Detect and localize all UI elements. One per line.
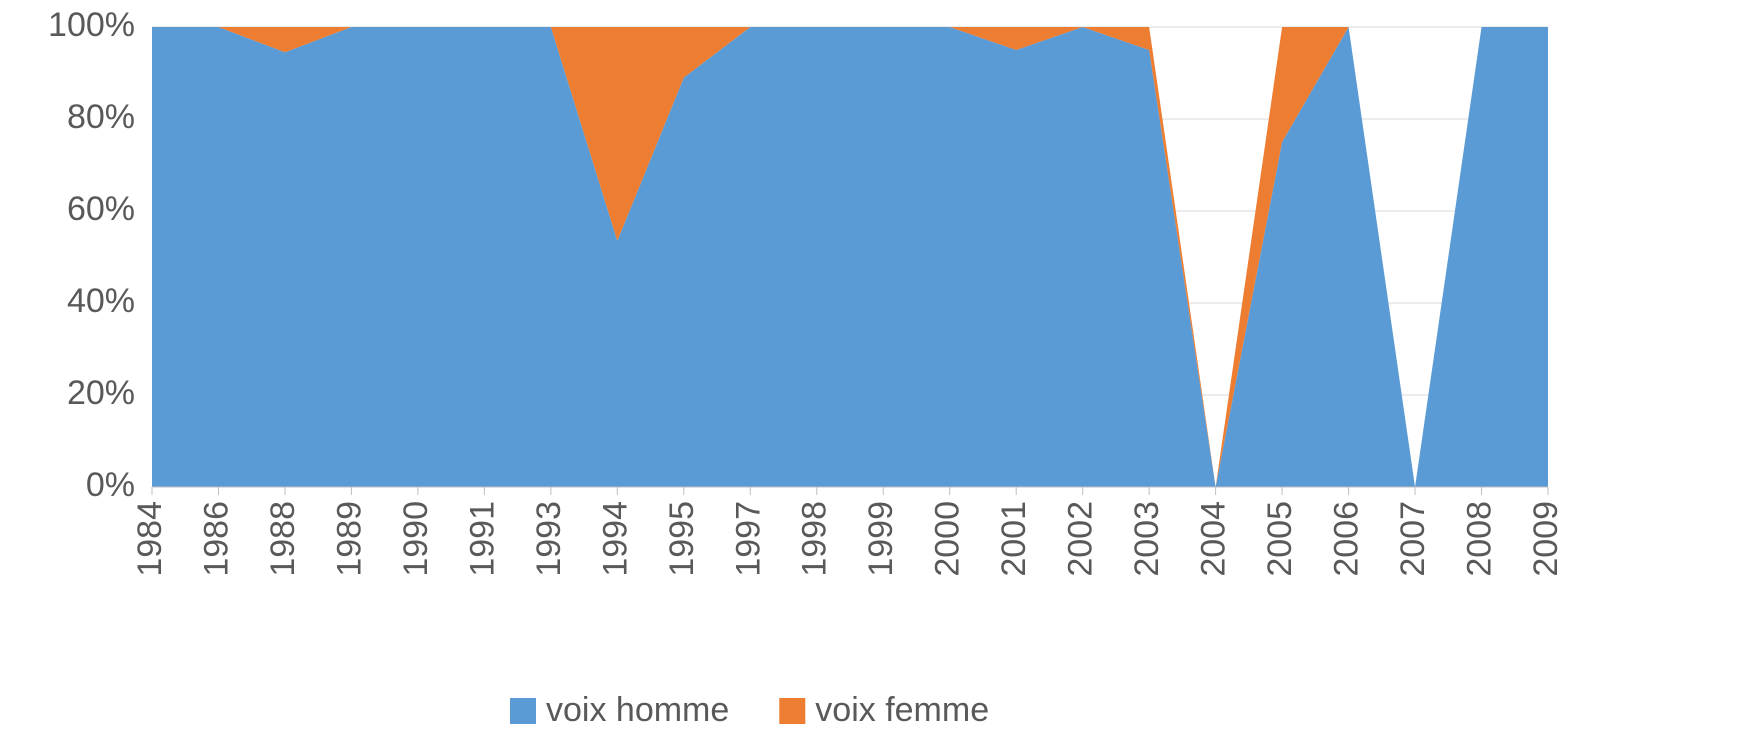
y-tick-label: 0% xyxy=(86,466,135,504)
legend-label: voix homme xyxy=(546,691,729,729)
legend-swatch xyxy=(779,698,806,724)
x-tick-label: 1988 xyxy=(264,501,302,577)
x-tick-label: 1995 xyxy=(663,501,701,577)
y-tick-label: 40% xyxy=(67,282,135,320)
x-tick-label: 1994 xyxy=(596,501,634,577)
x-tick-label: 1991 xyxy=(463,501,501,577)
x-tick-label: 2007 xyxy=(1394,501,1432,577)
x-tick-label: 1989 xyxy=(330,501,368,577)
x-tick-label: 2008 xyxy=(1461,501,1499,577)
x-tick-label: 1998 xyxy=(796,501,834,577)
x-tick-label: 1990 xyxy=(397,501,435,577)
area xyxy=(152,27,1548,487)
x-tick-label: 2001 xyxy=(995,501,1033,577)
x-tick-label: 2002 xyxy=(1062,501,1100,577)
x-tick-label: 2006 xyxy=(1328,501,1366,577)
x-tick-label: 1999 xyxy=(862,501,900,577)
x-tick-label: 2000 xyxy=(929,501,967,577)
y-tick-label: 80% xyxy=(67,98,135,136)
x-tick-label: 2005 xyxy=(1261,501,1299,577)
legend-label: voix femme xyxy=(815,691,989,729)
x-tick-label: 2004 xyxy=(1195,501,1233,577)
y-tick-label: 20% xyxy=(67,374,135,412)
x-tick-label: 2009 xyxy=(1527,501,1565,577)
x-tick-label: 1986 xyxy=(197,501,235,577)
x-tick-label: 2003 xyxy=(1128,501,1166,577)
x-tick-label: 1997 xyxy=(729,501,767,577)
legend-swatch xyxy=(510,698,536,724)
y-tick-label: 60% xyxy=(67,190,135,228)
x-tick-label: 1984 xyxy=(131,501,169,577)
x-tick-label: 1993 xyxy=(530,501,568,577)
y-tick-label: 100% xyxy=(48,6,135,44)
